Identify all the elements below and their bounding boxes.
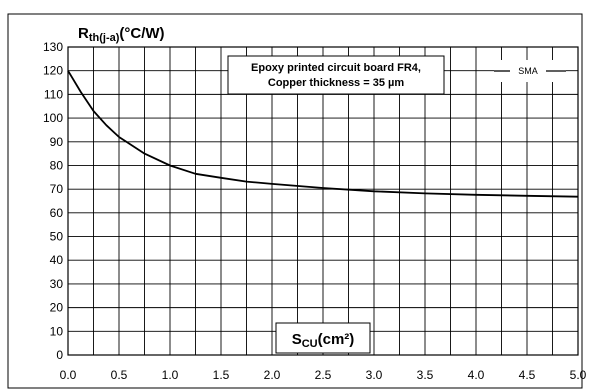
annotation-line-1: Epoxy printed circuit board FR4, [251, 62, 421, 74]
x-tick-label: 0.5 [111, 368, 128, 382]
x-tick-label: 3.5 [417, 368, 434, 382]
x-tick-label: 1.0 [162, 368, 179, 382]
annotation-box [227, 55, 445, 95]
y-tick-label: 50 [50, 230, 64, 244]
x-tick-label: 1.5 [213, 368, 230, 382]
outer-frame [7, 13, 583, 389]
y-tick-label: 40 [50, 253, 64, 267]
x-tick-label: 2.0 [264, 368, 281, 382]
y-tick-label: 110 [44, 87, 63, 101]
y-tick-label: 100 [43, 111, 63, 125]
x-axis-title-sub: CU [302, 338, 318, 350]
x-tick-label: 0.0 [60, 368, 77, 382]
y-tick-labels: 0 10 20 30 40 50 60 70 80 90 100 110 120 130 [43, 40, 63, 362]
y-axis-title-unit: (°C/W) [119, 25, 164, 42]
y-tick-label: 130 [43, 40, 63, 54]
series-group [67, 70, 579, 198]
y-tick-label: 80 [50, 158, 64, 172]
y-tick-label: 10 [50, 324, 64, 338]
legend-box [494, 60, 566, 82]
annotation-line-2: Copper thickness = 35 µm [268, 77, 404, 89]
series-line-sma [67, 70, 579, 198]
y-tick-label: 20 [50, 301, 64, 315]
x-tick-labels: 0.0 0.5 1.0 1.5 2.0 2.5 3.0 3.5 4.0 4.5 5.0 [60, 368, 587, 382]
x-tick-label: 5.0 [570, 368, 587, 382]
y-tick-label: 70 [50, 182, 64, 196]
plot-frame [67, 46, 579, 356]
y-tick-label: 90 [50, 135, 64, 149]
x-tick-label: 4.5 [519, 368, 536, 382]
y-axis-title-main: R [78, 25, 89, 42]
x-axis-title-main: S [292, 331, 302, 348]
y-tick-label: 30 [50, 277, 64, 291]
y-axis-title: Rth(j-a)(°C/W) [78, 25, 165, 44]
x-axis-title: SCU(cm²) [292, 331, 355, 350]
x-axis-title-box [275, 322, 371, 354]
x-axis-title-unit: (cm²) [318, 331, 355, 348]
x-tick-label: 4.0 [468, 368, 485, 382]
y-axis-title-sub: th(j-a) [89, 32, 120, 44]
y-tick-label: 60 [50, 206, 64, 220]
y-tick-label: 120 [43, 64, 63, 78]
x-tick-label: 2.5 [315, 368, 332, 382]
y-tick-label: 0 [56, 348, 63, 362]
x-tick-label: 3.0 [366, 368, 383, 382]
legend-label-sma: SMA [518, 66, 538, 76]
